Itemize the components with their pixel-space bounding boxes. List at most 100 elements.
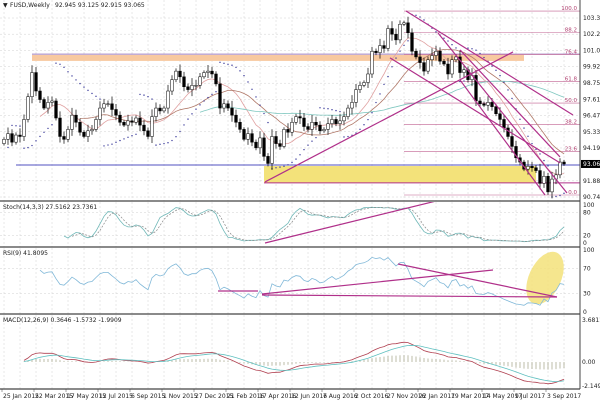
ohlc-values: 92.945 93.125 92.915 93.065 (55, 2, 145, 9)
candle-bearish (122, 122, 126, 126)
parabolic-sar-dot (347, 135, 349, 138)
parabolic-sar-dot (151, 98, 153, 100)
trendline (389, 57, 561, 164)
parabolic-sar-dot (179, 130, 181, 133)
candle-bullish (66, 129, 70, 140)
parabolic-sar-dot (15, 125, 17, 127)
parabolic-sar-dot (311, 140, 313, 142)
date-axis-label: 3 Sep 2017 (547, 393, 581, 400)
candle-bearish (502, 119, 506, 129)
date-axis-label: 17 May 2015 (67, 393, 106, 400)
trendline (459, 79, 546, 196)
candle-bullish (310, 122, 314, 130)
parabolic-sar-dot (35, 140, 37, 142)
candle-bullish (70, 114, 74, 130)
parabolic-sar-dot (47, 127, 49, 130)
candle-bullish (30, 72, 34, 97)
orange-resistance-zone (32, 54, 524, 61)
parabolic-sar-dot (39, 135, 41, 138)
candle-bullish (162, 107, 166, 112)
last-price-badge (581, 159, 600, 168)
date-axis-label: 12 Jul 2015 (99, 393, 133, 400)
date-axis-label: 17 Apr 2016 (259, 393, 296, 400)
parabolic-sar-dot (519, 118, 521, 120)
candle-bullish (370, 50, 374, 75)
parabolic-sar-dot (175, 136, 177, 138)
candle-bullish (290, 122, 294, 133)
parabolic-sar-dot (131, 135, 133, 137)
parabolic-sar-dot (539, 153, 541, 155)
candle-bearish (318, 124, 322, 132)
candle-bearish (186, 86, 190, 90)
candle-bullish (94, 119, 98, 130)
rsi-axis-label: 100 (583, 247, 595, 254)
parabolic-sar-dot (327, 108, 329, 110)
candle-bullish (378, 45, 382, 53)
parabolic-sar-dot (283, 165, 285, 168)
parabolic-sar-dot (387, 75, 389, 78)
candle-bearish (538, 170, 542, 184)
parabolic-sar-dot (227, 63, 229, 65)
parabolic-sar-dot (315, 136, 317, 139)
candle-bearish (118, 114, 122, 123)
stoch-axis-label: 100 (583, 202, 595, 209)
candle-bearish (534, 167, 538, 171)
parabolic-sar-dot (363, 124, 365, 126)
parabolic-sar-dot (123, 138, 125, 140)
macd-signal-line (23, 344, 565, 382)
parabolic-sar-dot (7, 146, 9, 149)
triangle-down-icon[interactable]: ▼ (3, 2, 8, 9)
parabolic-sar-dot (279, 166, 281, 168)
stoch-signal-line (71, 207, 565, 242)
parabolic-sar-dot (163, 142, 165, 145)
stochastic-panel (63, 202, 565, 244)
candle-bearish (142, 124, 146, 132)
candle-bullish (450, 59, 454, 75)
candle-bearish (278, 143, 282, 147)
candle-bearish (394, 33, 398, 41)
parabolic-sar-dot (475, 49, 477, 51)
fib-level-label: 0.0 (568, 190, 577, 196)
candle-bearish (406, 22, 410, 34)
stoch-axis-label: 20 (583, 232, 591, 239)
parabolic-sar-dot (403, 44, 405, 47)
parabolic-sar-dot (527, 135, 529, 137)
candle-bullish (194, 85, 198, 87)
candle-bullish (366, 73, 370, 83)
parabolic-sar-dot (479, 52, 481, 55)
candle-bearish (58, 117, 62, 137)
price-panel: 100.0 88.2 76.4 61.8 50.0 38.2 23.6 0.0 (2, 6, 580, 199)
candle-bullish (294, 116, 298, 123)
parabolic-sar-dot (235, 66, 237, 69)
parabolic-sar-dot (71, 75, 73, 77)
candle-bearish (390, 28, 394, 35)
parabolic-sar-dot (251, 88, 253, 90)
parabolic-sar-dot (447, 40, 449, 42)
candle-bearish (214, 73, 218, 85)
candle-bearish (422, 62, 426, 72)
parabolic-sar-dot (559, 194, 561, 197)
date-axis-label: 21 Feb 2016 (227, 393, 265, 400)
candle-bullish (90, 129, 94, 132)
candle-bearish (110, 103, 114, 110)
parabolic-sar-dot (135, 133, 137, 135)
parabolic-sar-dot (395, 57, 397, 59)
parabolic-sar-dot (43, 131, 45, 134)
parabolic-sar-dot (547, 165, 549, 167)
parabolic-sar-dot (531, 142, 533, 145)
parabolic-sar-dot (159, 143, 161, 146)
parabolic-sar-dot (523, 127, 525, 129)
parabolic-sar-dot (259, 104, 261, 106)
parabolic-sar-dot (491, 65, 493, 67)
parabolic-sar-dot (115, 141, 117, 144)
candle-bullish (282, 129, 286, 147)
stoch-trendline (264, 202, 435, 244)
candle-bearish (62, 136, 66, 140)
moving-average-50 (199, 80, 565, 116)
candle-bearish (266, 156, 270, 164)
parabolic-sar-dot (495, 69, 497, 72)
candle-bearish (494, 106, 498, 115)
parabolic-sar-dot (147, 95, 149, 98)
parabolic-sar-dot (63, 66, 65, 69)
